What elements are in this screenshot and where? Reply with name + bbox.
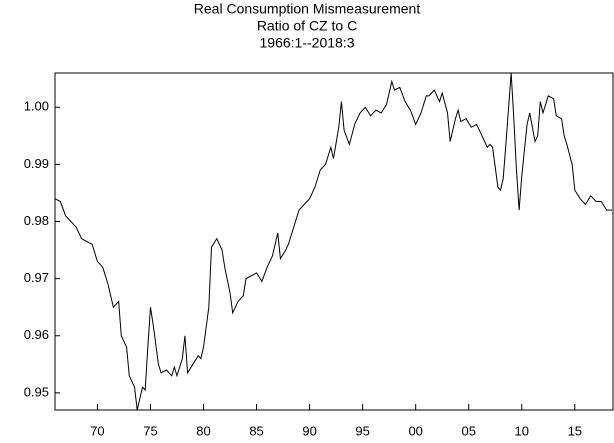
chart-title: Real Consumption Mismeasurement [194,1,421,17]
x-tick-label: 10 [515,423,529,438]
x-tick-label: 15 [568,423,582,438]
x-tick-label: 70 [90,423,104,438]
data-line [54,72,612,411]
x-tick-label: 00 [408,423,422,438]
chart-subtitle: Ratio of CZ to C [257,18,357,34]
y-tick-label: 0.97 [24,270,49,285]
y-tick-label: 0.98 [24,213,49,228]
y-tick-label: 0.95 [24,384,49,399]
x-tick-label: 80 [196,423,210,438]
plot-frame [54,72,614,411]
x-tick-label: 95 [355,423,369,438]
x-tick-label: 75 [143,423,157,438]
y-tick-label: 0.96 [24,327,49,342]
x-tick-label: 90 [302,423,316,438]
x-tick-label: 05 [461,423,475,438]
y-tick-label: 1.00 [24,99,49,114]
chart-subtitle: 1966:1--2018:3 [260,35,355,51]
y-tick-label: 0.99 [24,156,49,171]
x-tick-label: 85 [249,423,263,438]
